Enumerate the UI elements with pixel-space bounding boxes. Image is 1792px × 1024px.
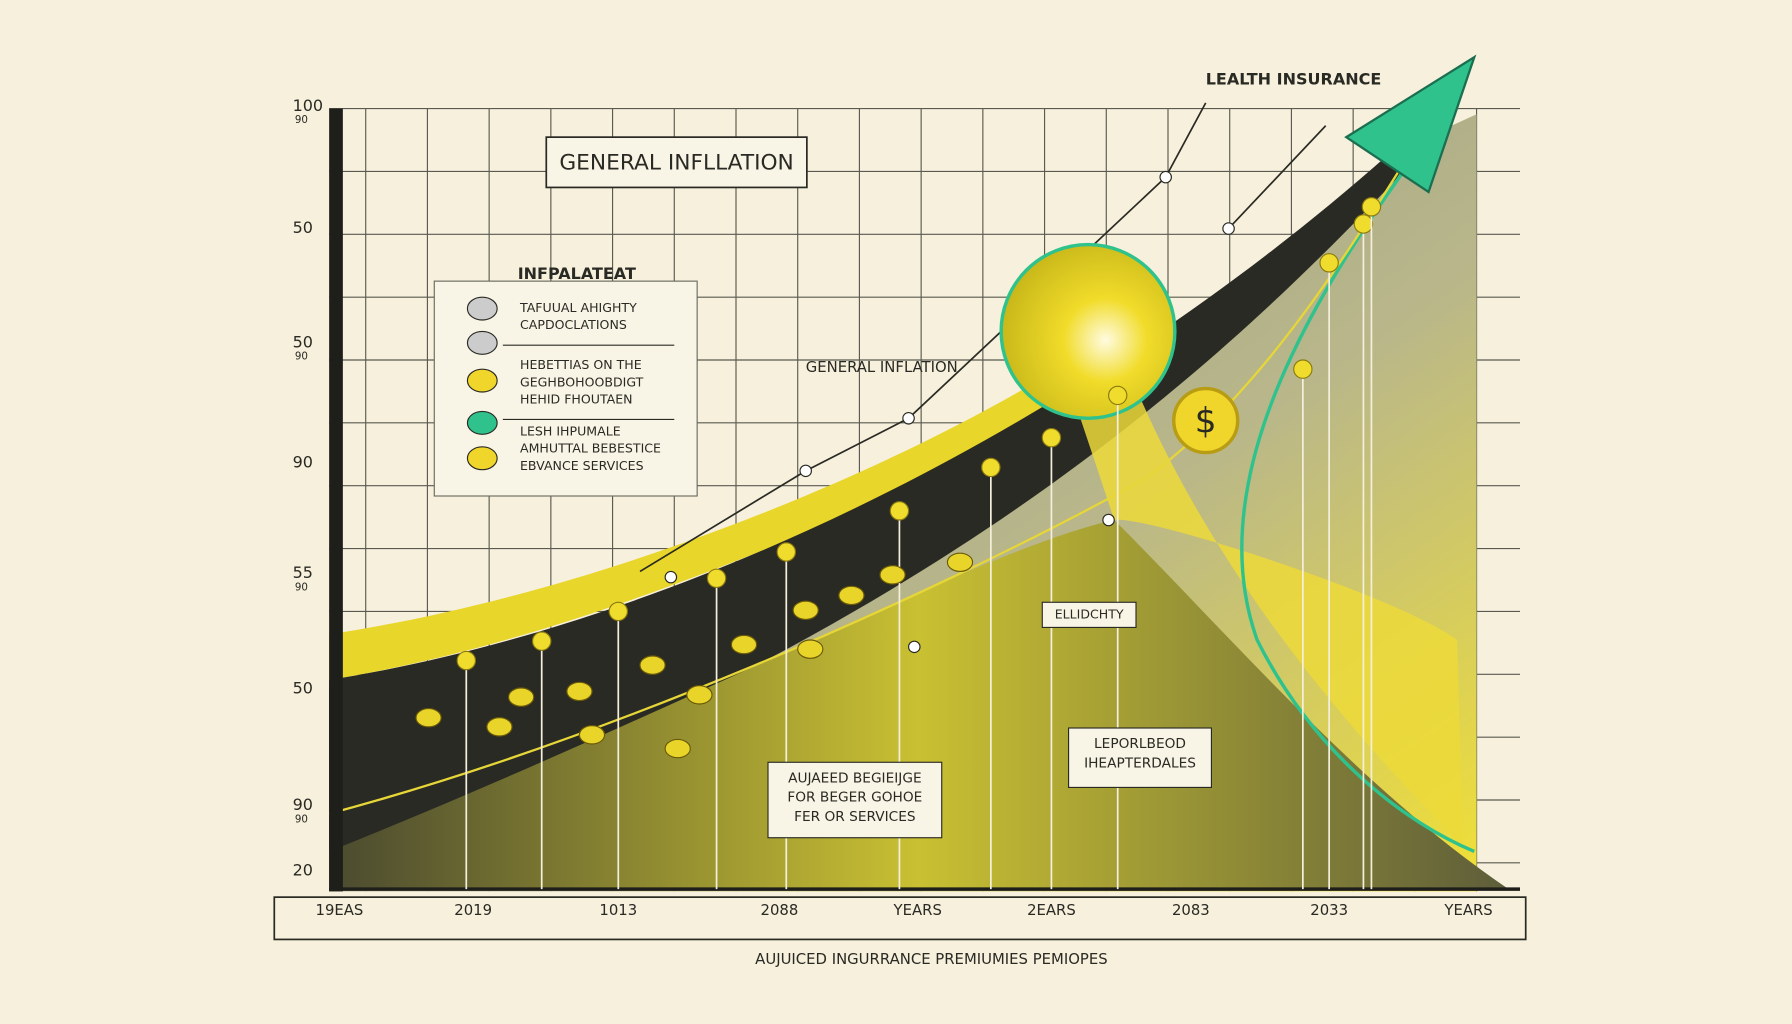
y-axis-label: 50 bbox=[293, 218, 313, 237]
x-axis-band bbox=[273, 896, 1527, 941]
legend-text: AMHUTTAL BEBESTICE bbox=[520, 441, 661, 456]
note-text: AUJAEED BEGIEIJGE bbox=[788, 770, 922, 786]
node bbox=[799, 464, 812, 478]
badge-box bbox=[1041, 601, 1137, 628]
x-axis-label: 2019 bbox=[454, 901, 492, 919]
legend-text: CAPDOCLATIONS bbox=[520, 317, 627, 332]
lower-area bbox=[329, 520, 1509, 890]
small-marker bbox=[578, 725, 606, 745]
x-axis-label: 2EARS bbox=[1027, 901, 1076, 919]
small-marker bbox=[797, 639, 824, 659]
trend-line bbox=[1227, 125, 1327, 230]
yellow-band bbox=[329, 354, 1092, 680]
legend-icon bbox=[466, 368, 498, 393]
marker bbox=[1353, 214, 1374, 234]
marker bbox=[1319, 253, 1339, 273]
legend-text: LESH IHPUMALE bbox=[520, 424, 621, 439]
legend-text: GEGHBOHOOBDIGT bbox=[520, 374, 644, 389]
y-axis-sublabel: 90 bbox=[295, 813, 308, 825]
x-axis-label: YEARS bbox=[1443, 901, 1492, 919]
callout: GENERAL INFLATION bbox=[806, 358, 958, 376]
y-axis-label: 55 bbox=[293, 563, 313, 582]
legend-text: EBVANCE SERVICES bbox=[520, 458, 644, 473]
small-marker bbox=[838, 585, 865, 606]
x-axis-label: 2088 bbox=[761, 901, 799, 919]
dark-band bbox=[329, 154, 1404, 852]
small-marker bbox=[730, 634, 758, 655]
note-text: FER OR SERVICES bbox=[794, 809, 916, 825]
legend-text: HEBETTIAS ON THE bbox=[520, 357, 642, 372]
small-marker bbox=[486, 717, 513, 737]
balloon bbox=[999, 242, 1177, 420]
node bbox=[1102, 513, 1115, 527]
y-axis-label: 90 bbox=[293, 795, 313, 814]
small-marker bbox=[415, 708, 442, 728]
small-marker bbox=[686, 685, 713, 705]
callout: GENERAL INFLLATION bbox=[559, 150, 793, 175]
y-axis-label: 50 bbox=[293, 679, 313, 698]
marker bbox=[1361, 197, 1382, 217]
note-text: FOR BEGER GOHOE bbox=[787, 790, 922, 806]
small-marker bbox=[664, 738, 691, 759]
y-axis-label: 90 bbox=[293, 452, 313, 471]
legend-icon bbox=[466, 296, 498, 321]
small-marker bbox=[566, 681, 593, 702]
y-axis-label: 100 bbox=[293, 96, 324, 115]
x-axis-label: 1013 bbox=[599, 901, 637, 919]
trend-line bbox=[328, 159, 1407, 815]
small-marker bbox=[792, 600, 819, 620]
coin bbox=[1171, 386, 1240, 455]
marker bbox=[981, 457, 1001, 478]
x-axis-label: YEARS bbox=[893, 901, 942, 919]
legend-title: INFPALATEAT bbox=[518, 264, 636, 283]
marker bbox=[1293, 359, 1313, 379]
legend-text: HEHID FHOUTAEN bbox=[520, 392, 633, 407]
note-box bbox=[767, 761, 943, 839]
legend-icon bbox=[466, 446, 498, 471]
y-axis-label: 20 bbox=[293, 860, 313, 879]
legend-icon bbox=[466, 330, 498, 355]
green-edge bbox=[1240, 170, 1475, 854]
marker bbox=[706, 568, 727, 588]
x-axis-label: 2083 bbox=[1172, 901, 1210, 919]
legend-icon bbox=[466, 410, 498, 435]
y-axis-label: 50 bbox=[293, 332, 313, 351]
x-axis-label: 2033 bbox=[1310, 901, 1348, 919]
small-marker bbox=[879, 565, 906, 585]
arrow-head bbox=[1344, 54, 1477, 194]
small-marker bbox=[639, 655, 666, 675]
marker bbox=[608, 601, 628, 622]
marker bbox=[1107, 385, 1128, 406]
x-axis-label: 19EAS bbox=[316, 901, 364, 919]
node bbox=[664, 570, 678, 584]
yellow-streak bbox=[1074, 377, 1463, 846]
small-marker bbox=[507, 687, 535, 707]
y-axis-sublabel: 90 bbox=[295, 114, 308, 126]
node bbox=[1159, 170, 1172, 184]
small-marker bbox=[946, 552, 974, 572]
coin-symbol: $ bbox=[1195, 401, 1217, 441]
axis-bar bbox=[329, 108, 343, 892]
marker bbox=[776, 542, 796, 562]
marker bbox=[889, 501, 910, 521]
note-text: IHEAPTERDALES bbox=[1084, 755, 1196, 771]
legend-text: TAFUUAL AHIGHTY bbox=[519, 300, 637, 315]
x-axis-title: AUJUICED INGURRANCE PREMIUMIES PEMIOPES bbox=[755, 950, 1107, 968]
corner-label: LEALTH INSURANCE bbox=[1206, 69, 1382, 88]
callout-box bbox=[545, 136, 808, 189]
badge: ELLIDCHTY bbox=[1055, 606, 1124, 621]
y-axis-sublabel: 90 bbox=[295, 351, 308, 363]
node bbox=[1222, 222, 1235, 235]
marker bbox=[1041, 427, 1062, 448]
marker bbox=[456, 650, 476, 671]
y-axis-sublabel: 90 bbox=[295, 581, 308, 593]
note-text: LEPORLBEOD bbox=[1094, 736, 1186, 752]
node bbox=[902, 412, 915, 425]
marker bbox=[532, 631, 552, 651]
node bbox=[907, 640, 921, 654]
note-box bbox=[1068, 727, 1212, 788]
